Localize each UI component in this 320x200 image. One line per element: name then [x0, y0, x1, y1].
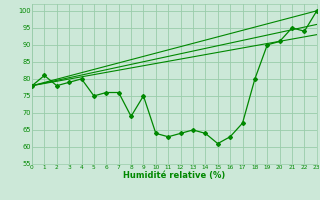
- X-axis label: Humidité relative (%): Humidité relative (%): [123, 171, 226, 180]
